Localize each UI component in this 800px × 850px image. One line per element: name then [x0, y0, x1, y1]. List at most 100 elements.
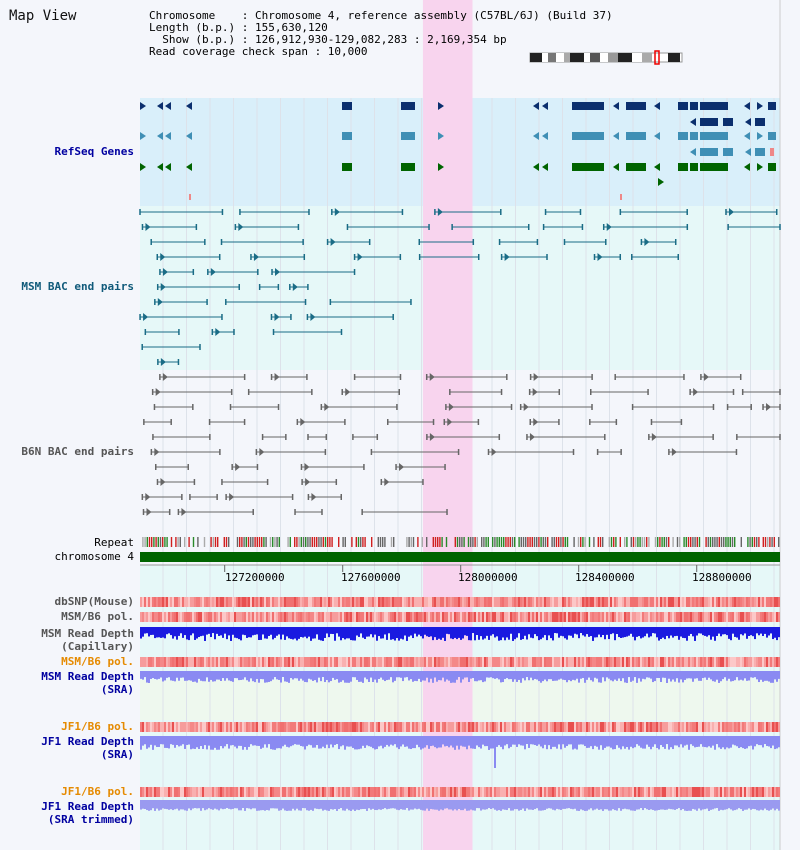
- depth-bar: [182, 627, 184, 638]
- heat-cell: [438, 597, 440, 607]
- heat-cell: [396, 612, 398, 622]
- depth-bar: [312, 800, 314, 811]
- depth-bar: [616, 800, 618, 811]
- repeat-element: [472, 537, 474, 547]
- repeat-element: [654, 537, 657, 547]
- depth-bar: [432, 736, 434, 746]
- depth-bar: [392, 671, 394, 683]
- heat-cell: [744, 597, 746, 607]
- heat-cell: [608, 722, 610, 732]
- depth-bar: [450, 627, 452, 639]
- depth-bar: [234, 800, 236, 809]
- heat-cell: [354, 597, 356, 607]
- heat-cell: [524, 597, 526, 607]
- heat-cell: [470, 657, 472, 667]
- depth-bar: [300, 736, 302, 746]
- heat-cell: [444, 787, 446, 797]
- repeat-element: [287, 537, 289, 547]
- depth-bar: [338, 800, 340, 810]
- depth-bar: [256, 736, 258, 746]
- heat-cell: [308, 597, 310, 607]
- depth-bar: [170, 671, 172, 681]
- depth-bar: [166, 627, 168, 635]
- heat-cell: [164, 787, 166, 797]
- heat-cell: [738, 612, 740, 622]
- heat-cell: [330, 612, 332, 622]
- heat-cell: [184, 612, 186, 622]
- heat-cell: [290, 657, 292, 667]
- depth-bar: [568, 800, 570, 809]
- msm-bac-end-pairs-label[interactable]: MSM BAC end pairs: [21, 280, 134, 293]
- depth-bar: [204, 627, 206, 641]
- depth-bar: [620, 736, 622, 750]
- repeat-element: [608, 537, 610, 547]
- gene-exon: [572, 163, 604, 171]
- depth-bar: [370, 627, 372, 635]
- depth-bar: [312, 671, 314, 681]
- repeat-element: [637, 537, 639, 547]
- depth-bar: [452, 627, 454, 640]
- heat-cell: [710, 597, 712, 607]
- heat-cell: [696, 597, 698, 607]
- depth-bar: [646, 671, 648, 678]
- b6n-bac-end-pairs-label[interactable]: B6N BAC end pairs: [21, 445, 134, 458]
- depth-bar: [496, 627, 498, 637]
- depth-bar: [488, 627, 490, 640]
- heat-cell: [342, 787, 344, 797]
- heat-cell: [726, 597, 728, 607]
- bac-end-arrow: [447, 418, 453, 426]
- heat-cell: [234, 657, 236, 667]
- heat-cell: [380, 612, 382, 622]
- depth-bar: [776, 736, 778, 749]
- depth-bar: [766, 671, 768, 681]
- depth-bar: [538, 671, 540, 682]
- heat-cell: [676, 597, 678, 607]
- heat-cell: [596, 657, 598, 667]
- heat-cell: [420, 597, 422, 607]
- heat-cell: [596, 597, 598, 607]
- heat-cell: [494, 722, 496, 732]
- heat-cell: [386, 657, 388, 667]
- heat-cell: [624, 612, 626, 622]
- gene-exon: [542, 163, 548, 171]
- heat-cell: [226, 722, 228, 732]
- depth-bar: [556, 736, 558, 749]
- heat-cell: [384, 612, 386, 622]
- depth-bar: [666, 627, 668, 636]
- heat-cell: [170, 657, 172, 667]
- depth-bar: [462, 800, 464, 811]
- bac-end-arrow: [529, 433, 535, 441]
- depth-bar: [236, 736, 238, 749]
- repeat-element: [762, 537, 764, 547]
- heat-cell: [704, 597, 706, 607]
- depth-bar: [268, 800, 270, 811]
- depth-bar: [224, 627, 226, 634]
- depth-bar: [606, 671, 608, 678]
- heat-cell: [590, 612, 592, 622]
- depth-bar: [468, 736, 470, 746]
- heat-cell: [546, 597, 548, 607]
- depth-bar: [596, 627, 598, 638]
- depth-bar: [484, 800, 486, 810]
- depth-bar: [308, 627, 310, 637]
- depth-bar: [260, 627, 262, 640]
- heat-cell: [318, 787, 320, 797]
- depth-bar: [424, 800, 426, 811]
- heat-cell: [158, 787, 160, 797]
- heat-cell: [380, 657, 382, 667]
- heat-cell: [308, 722, 310, 732]
- depth-bar: [610, 736, 612, 748]
- heat-cell: [578, 612, 580, 622]
- depth-bar: [164, 800, 166, 809]
- heat-cell: [370, 597, 372, 607]
- depth-bar: [318, 627, 320, 640]
- depth-bar: [340, 736, 342, 747]
- refseq-genes-label[interactable]: RefSeq Genes: [54, 145, 134, 158]
- heat-cell: [198, 612, 200, 622]
- heat-cell: [718, 657, 720, 667]
- depth-bar: [384, 671, 386, 682]
- depth-bar: [604, 736, 606, 748]
- heat-cell: [358, 787, 360, 797]
- bac-end-arrow: [259, 448, 265, 456]
